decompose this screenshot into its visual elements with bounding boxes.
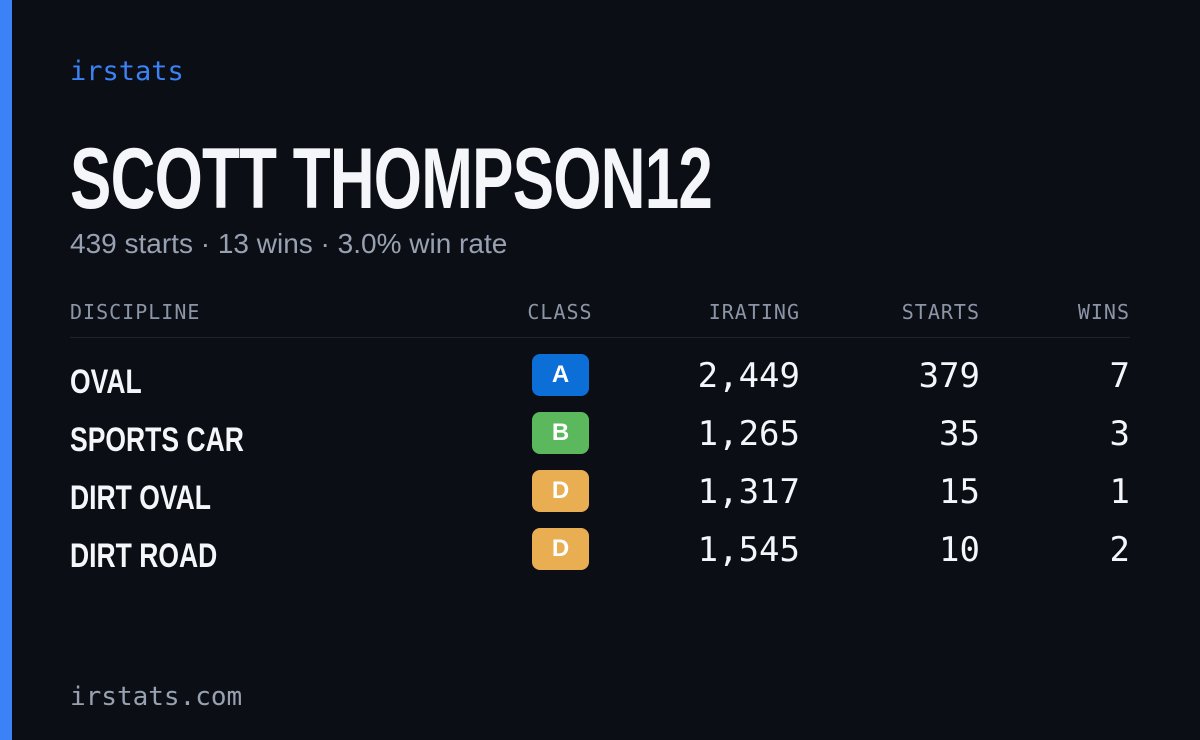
starts: 379 (918, 356, 980, 396)
wins: 7 (1109, 356, 1130, 396)
wins: 1 (1109, 472, 1130, 512)
column-header: CLASS (527, 300, 593, 324)
irating: 1,317 (697, 472, 800, 512)
starts: 10 (939, 530, 980, 570)
footer-url: irstats.com (70, 682, 243, 712)
column-header: STARTS (901, 300, 980, 324)
accent-strip (0, 0, 12, 740)
driver-name: SCOTT THOMPSON12 (70, 131, 713, 227)
class-badge: D (532, 470, 589, 512)
class-badge: A (532, 354, 589, 396)
discipline: OVAL (70, 363, 142, 401)
discipline: DIRT OVAL (70, 479, 211, 517)
starts: 15 (939, 472, 980, 512)
discipline: DIRT ROAD (70, 537, 218, 575)
wins: 3 (1109, 414, 1130, 454)
class-badge: D (532, 528, 589, 570)
class-badge: B (532, 412, 589, 454)
wins: 2 (1109, 530, 1130, 570)
column-header: IRATING (708, 300, 800, 324)
header-rule (70, 337, 1130, 338)
column-header: DISCIPLINE (70, 300, 201, 324)
brand: irstats (70, 56, 184, 87)
irating: 1,265 (697, 414, 800, 454)
summary: 439 starts · 13 wins · 3.0% win rate (70, 228, 508, 259)
irating: 2,449 (697, 356, 800, 396)
discipline: SPORTS CAR (70, 421, 244, 459)
irating: 1,545 (697, 530, 800, 570)
column-header: WINS (1077, 300, 1130, 324)
starts: 35 (939, 414, 980, 454)
